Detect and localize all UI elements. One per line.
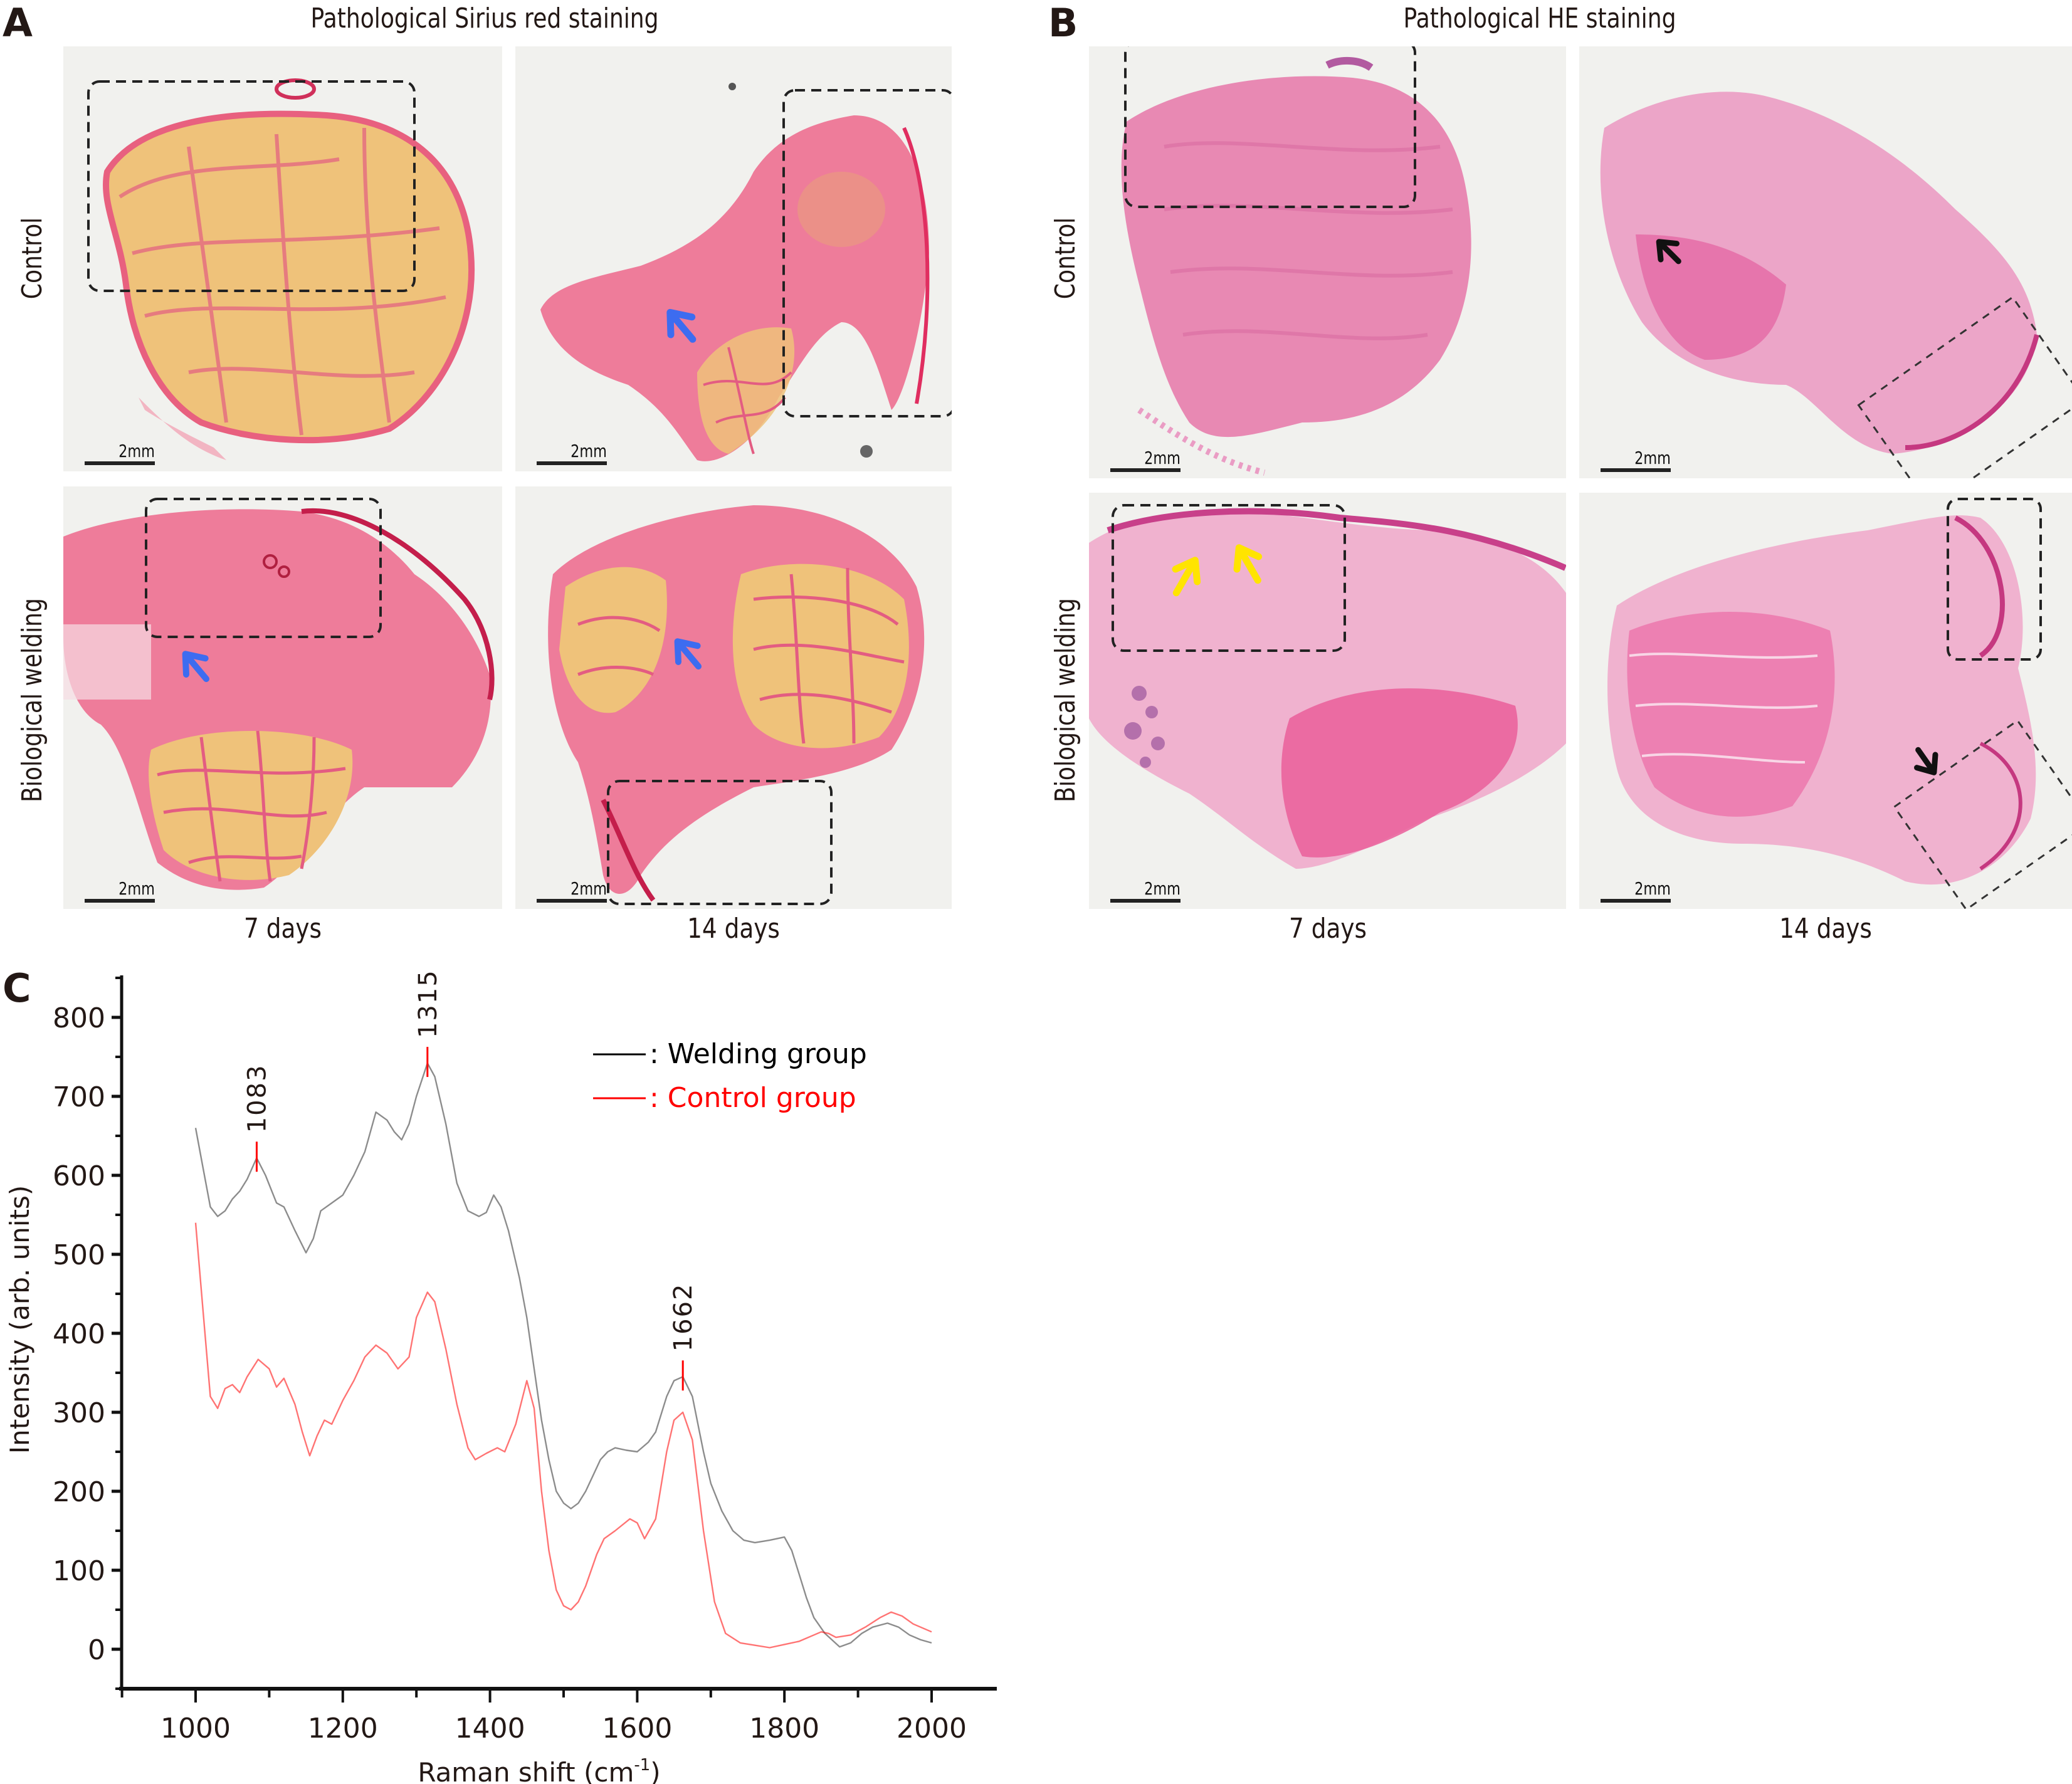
he-tissue-welding-7d [1089,504,1566,869]
x-tick-label: 2000 [897,1713,967,1745]
panel-a-row-label-control: Control [16,217,48,300]
y-tick-label: 800 [53,1002,105,1034]
legend-label: : Welding group [649,1038,867,1070]
y-tick-label: 400 [53,1318,105,1350]
legend-label: : Control group [649,1082,856,1114]
y-tick-label: 200 [53,1476,105,1508]
blue-arrow-icon [674,638,702,670]
panel-b-row-label-welding: Biological welding [1049,598,1081,802]
dashed-box [1112,504,1346,652]
scale-bar: 2mm [1601,880,1671,903]
peak-annotations: 1083 1315 1662 [243,969,698,1391]
series-line-control [194,1222,932,1649]
x-tick-label: 1800 [749,1713,819,1745]
series-layer [194,1062,932,1649]
he-tissue-control-7d [1121,46,1471,476]
scale-bar-label: 2mm [118,441,155,461]
sirius-tissue-control-14d [540,83,952,461]
x-tick-label: 1400 [455,1713,525,1745]
dashed-box [1857,296,2072,478]
he-image-welding-14d: 2mm [1579,493,2072,909]
x-tick-label: 1200 [308,1713,378,1745]
dashed-box [145,498,382,638]
panel-b-col-label-7d: 7 days [1289,913,1367,945]
sirius-tissue-welding-7d [63,498,495,890]
sirius-tissue-welding-14d [548,505,925,905]
sirius-image-control-14d: 2mm [515,46,952,471]
scale-bar: 2mm [1110,449,1181,472]
dashed-box [782,89,952,417]
peak-label: 1315 [414,969,443,1038]
panel-c-letter: C [3,965,31,1011]
scale-bar: 2mm [1110,880,1181,903]
dashed-box [1124,46,1416,208]
panel-b-title: Pathological HE staining [1403,3,1676,34]
blue-arrow-icon [182,651,210,683]
y-tick-label: 100 [53,1555,105,1587]
dashed-box [1947,498,2042,661]
sirius-tissue-control-7d [87,78,475,460]
y-tick-label: 500 [53,1239,105,1271]
scale-bar: 2mm [1601,449,1671,472]
x-axis-title: Raman shift (cm-1) [418,1756,660,1784]
scale-bar: 2mm [85,443,155,465]
panel-b-letter: B [1048,0,1078,46]
x-tick-label: 1000 [160,1713,231,1745]
panel-a-title: Pathological Sirius red staining [310,3,659,34]
he-image-control-14d: 2mm [1579,46,2072,478]
x-tick-label: 1600 [602,1713,672,1745]
he-tissue-control-14d [1600,92,2072,478]
y-tick-label: 300 [53,1397,105,1429]
he-image-welding-7d: 2mm [1089,493,1566,909]
scale-bar: 2mm [537,443,607,465]
black-arrow-icon [1656,239,1681,265]
sirius-image-control-7d: 2mm [63,46,502,471]
yellow-arrow-icon [1233,544,1263,584]
panel-a-col-label-7d: 7 days [244,913,322,945]
panel-a-letter: A [3,0,33,46]
sirius-image-welding-7d: 2mm [63,486,502,909]
series-line-welding [194,1062,932,1648]
chart-axes: 0 100 200 300 400 500 600 700 800 1000 1200 1400 160… [53,975,997,1745]
peak-label: 1083 [243,1064,271,1133]
y-tick-label: 700 [53,1081,105,1113]
dashed-box [87,80,416,292]
yellow-arrow-icon [1172,557,1201,597]
he-tissue-welding-14d [1607,498,2072,909]
dashed-box [607,780,833,905]
y-tick-label: 600 [53,1160,105,1192]
raman-spectrum-chart: 0 100 200 300 400 500 600 700 800 1000 1200 1400 160… [4,969,997,1784]
dashed-box [1893,719,2072,909]
chart-legend: : Welding group : Control group [593,1038,867,1114]
he-image-control-7d: 2mm [1089,46,1566,478]
panel-b-row-label-control: Control [1049,217,1081,300]
peak-label: 1662 [669,1283,698,1352]
panel-a-col-label-14d: 14 days [687,913,780,945]
scale-bar: 2mm [85,880,155,903]
panel-b-col-label-14d: 14 days [1779,913,1872,945]
y-axis-title: Intensity (arb. units) [4,1185,35,1454]
black-arrow-icon [1914,747,1938,775]
sirius-image-welding-14d: 2mm [515,486,952,909]
scale-bar: 2mm [537,880,607,903]
panel-a-row-label-welding: Biological welding [16,598,48,802]
blue-arrow-icon [666,308,697,343]
y-tick-label: 0 [88,1634,105,1666]
